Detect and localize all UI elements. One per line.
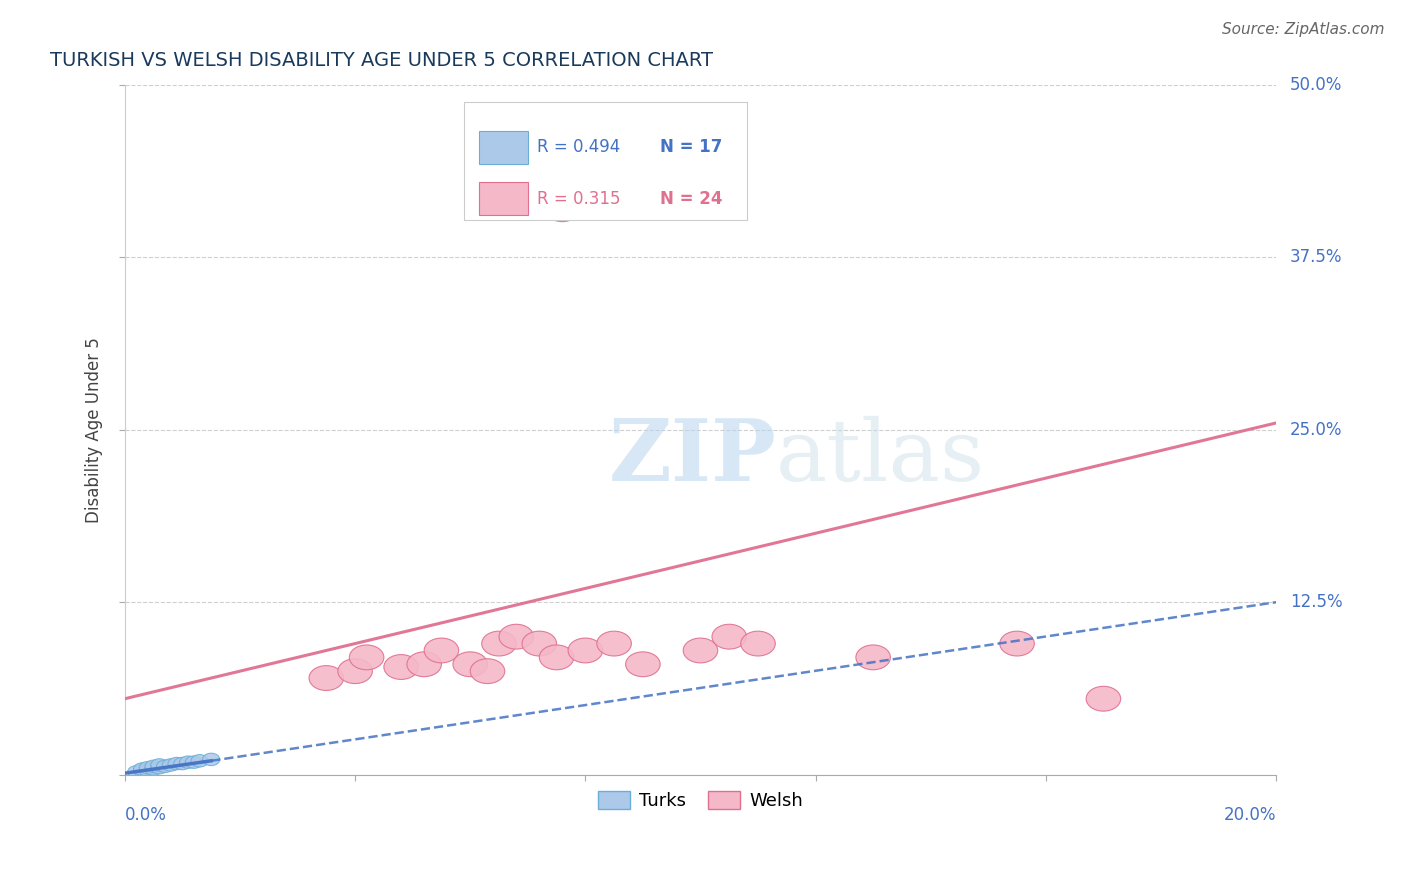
Legend: Turks, Welsh: Turks, Welsh <box>591 783 810 817</box>
Text: Source: ZipAtlas.com: Source: ZipAtlas.com <box>1222 22 1385 37</box>
Ellipse shape <box>540 645 574 670</box>
Ellipse shape <box>546 197 579 221</box>
Ellipse shape <box>596 632 631 656</box>
Ellipse shape <box>1085 686 1121 711</box>
Ellipse shape <box>470 659 505 683</box>
Ellipse shape <box>174 757 191 770</box>
FancyBboxPatch shape <box>479 130 527 164</box>
Ellipse shape <box>482 632 516 656</box>
Ellipse shape <box>1000 632 1035 656</box>
Ellipse shape <box>337 659 373 683</box>
Text: R = 0.315: R = 0.315 <box>537 190 620 208</box>
Ellipse shape <box>139 764 156 777</box>
Ellipse shape <box>150 759 167 771</box>
Y-axis label: Disability Age Under 5: Disability Age Under 5 <box>86 337 103 523</box>
Ellipse shape <box>711 624 747 649</box>
Ellipse shape <box>557 128 591 153</box>
Ellipse shape <box>384 655 419 680</box>
Ellipse shape <box>156 760 174 772</box>
Ellipse shape <box>167 757 186 770</box>
Ellipse shape <box>425 638 458 663</box>
Ellipse shape <box>202 753 219 765</box>
FancyBboxPatch shape <box>464 103 747 219</box>
Ellipse shape <box>522 632 557 656</box>
Ellipse shape <box>683 638 717 663</box>
Ellipse shape <box>145 763 162 775</box>
Ellipse shape <box>186 756 202 768</box>
Text: 50.0%: 50.0% <box>1289 76 1343 95</box>
Ellipse shape <box>162 759 180 771</box>
Text: TURKISH VS WELSH DISABILITY AGE UNDER 5 CORRELATION CHART: TURKISH VS WELSH DISABILITY AGE UNDER 5 … <box>51 51 713 70</box>
Ellipse shape <box>540 169 574 194</box>
Ellipse shape <box>309 665 343 690</box>
Ellipse shape <box>453 652 488 677</box>
Ellipse shape <box>180 756 197 768</box>
Text: 20.0%: 20.0% <box>1223 805 1277 823</box>
Ellipse shape <box>568 638 603 663</box>
Ellipse shape <box>134 764 150 777</box>
Text: ZIP: ZIP <box>609 416 776 500</box>
Ellipse shape <box>499 624 533 649</box>
Text: atlas: atlas <box>775 416 984 499</box>
Ellipse shape <box>145 760 162 772</box>
Ellipse shape <box>349 645 384 670</box>
Ellipse shape <box>128 765 145 778</box>
Ellipse shape <box>856 645 890 670</box>
Text: 25.0%: 25.0% <box>1289 421 1343 439</box>
Text: R = 0.494: R = 0.494 <box>537 138 620 156</box>
Ellipse shape <box>134 763 150 775</box>
Ellipse shape <box>139 762 156 774</box>
Ellipse shape <box>150 762 167 774</box>
Text: 12.5%: 12.5% <box>1289 593 1343 611</box>
Ellipse shape <box>626 652 661 677</box>
Ellipse shape <box>741 632 775 656</box>
FancyBboxPatch shape <box>479 182 527 216</box>
Ellipse shape <box>406 652 441 677</box>
Text: N = 24: N = 24 <box>661 190 723 208</box>
Text: 0.0%: 0.0% <box>125 805 167 823</box>
Ellipse shape <box>191 755 208 767</box>
Text: 37.5%: 37.5% <box>1289 249 1343 267</box>
Text: N = 17: N = 17 <box>661 138 723 156</box>
